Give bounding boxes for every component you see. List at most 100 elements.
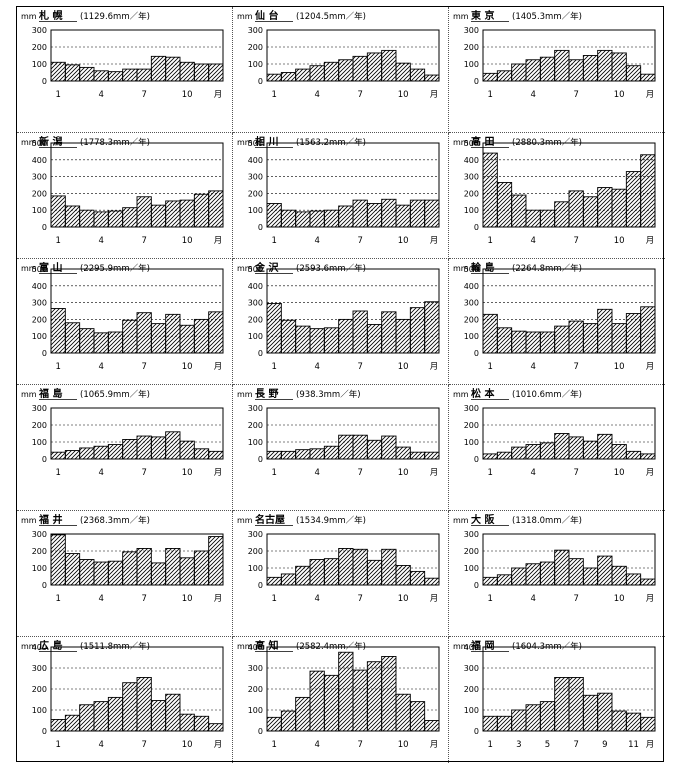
x-tick-label: 4 xyxy=(98,236,103,246)
bar-5 xyxy=(107,696,124,732)
y-tick-label: 200 xyxy=(32,189,47,198)
y-tick-label: 100 xyxy=(248,60,263,69)
y-tick-label: 300 xyxy=(32,404,47,413)
bar-9 xyxy=(597,692,613,732)
bar-6 xyxy=(338,59,354,82)
y-tick-label: 400 xyxy=(248,282,263,291)
bar-4 xyxy=(525,563,541,586)
bar-1 xyxy=(266,302,282,354)
bar-2 xyxy=(280,209,297,228)
y-tick-label: 400 xyxy=(32,643,47,652)
bar-11 xyxy=(625,450,642,460)
bar-2 xyxy=(280,710,297,732)
station-name: 金 沢 xyxy=(254,261,279,274)
unit-label: mm xyxy=(453,12,469,21)
bar-12 xyxy=(640,306,656,354)
y-tick-label: 200 xyxy=(248,189,263,198)
unit-label: mm xyxy=(453,516,469,525)
y-tick-label: 0 xyxy=(474,349,479,358)
x-tick-label: 月 xyxy=(214,236,223,246)
x-tick-label: 7 xyxy=(141,468,146,478)
station-name: 広 島 xyxy=(39,639,62,652)
bar-9 xyxy=(165,313,181,354)
station-name: 福 島 xyxy=(38,387,62,400)
station-chart-4: mm 相 川 (1563.2mm／年) 0 100 200 300 400 500 1 4 7 10 月 xyxy=(233,133,449,259)
bar-1 xyxy=(266,73,282,82)
station-chart-12: mm 福 井 (2368.3mm／年) 0 100 200 300 1 4 7 10 月 xyxy=(17,511,233,637)
bar-12 xyxy=(424,74,440,82)
y-tick-label: 100 xyxy=(464,438,479,447)
y-tick-label: 200 xyxy=(464,315,479,324)
x-tick-label: 9 xyxy=(602,740,607,750)
x-tick-label: 1 xyxy=(487,740,492,750)
y-tick-label: 100 xyxy=(248,206,263,215)
bar-10 xyxy=(611,444,627,460)
x-tick-label: 3 xyxy=(516,740,521,750)
y-tick-label: 0 xyxy=(258,349,263,358)
bar-6 xyxy=(122,319,138,354)
y-tick-label: 100 xyxy=(32,206,47,215)
bar-5 xyxy=(539,442,556,460)
station-chart-14: mm 大 阪 (1318.0mm／年) 0 100 200 300 1 4 7 10 月 xyxy=(449,511,665,637)
bar-8 xyxy=(582,567,599,586)
y-tick-label: 200 xyxy=(32,547,47,556)
climate-chart-grid: mm 札 幌 (1129.6mm／年) 0 100 200 300 1 4 7 10 月 mm 仙 台 (1… xyxy=(16,6,665,763)
bar-8 xyxy=(582,55,599,82)
bar-12 xyxy=(640,73,656,82)
bar-4 xyxy=(525,444,541,460)
y-tick-label: 200 xyxy=(32,315,47,324)
plot-frame xyxy=(50,533,224,586)
bar-4 xyxy=(93,701,109,732)
y-tick-label: 100 xyxy=(32,564,47,573)
bar-6 xyxy=(554,49,570,82)
bar-12 xyxy=(424,199,440,228)
bar-2 xyxy=(280,573,297,586)
unit-label: mm xyxy=(237,12,253,21)
x-tick-label: 1 xyxy=(55,594,60,604)
bar-2 xyxy=(496,70,513,82)
bar-7 xyxy=(136,312,152,354)
y-tick-label: 0 xyxy=(258,455,263,464)
y-tick-label: 300 xyxy=(464,299,479,308)
bar-5 xyxy=(107,331,124,354)
plot-frame xyxy=(266,646,440,732)
plot-frame xyxy=(482,533,656,586)
bar-2 xyxy=(496,327,513,354)
bar-8 xyxy=(366,559,383,586)
unit-label: mm xyxy=(21,516,37,525)
bar-10 xyxy=(611,52,627,82)
x-tick-label: 月 xyxy=(430,90,439,100)
bar-9 xyxy=(165,431,181,460)
bar-12 xyxy=(208,63,224,82)
annual-total: (1534.9mm／年) xyxy=(296,515,366,526)
x-tick-label: 7 xyxy=(141,594,146,604)
station-chart-0: mm 札 幌 (1129.6mm／年) 0 100 200 300 1 4 7 10 月 xyxy=(17,7,233,133)
y-tick-label: 400 xyxy=(32,156,47,165)
bar-6 xyxy=(338,318,354,354)
x-tick-label: 月 xyxy=(430,594,439,604)
x-tick-label: 10 xyxy=(182,740,193,750)
bar-8 xyxy=(150,562,167,586)
bar-12 xyxy=(208,536,224,586)
bar-8 xyxy=(366,203,383,228)
bar-7 xyxy=(352,669,368,732)
bar-4 xyxy=(93,445,109,460)
x-tick-label: 1 xyxy=(55,740,60,750)
bar-4 xyxy=(309,670,325,732)
x-tick-label: 月 xyxy=(430,740,439,750)
annual-total: (938.3mm／年) xyxy=(296,389,361,400)
bar-1 xyxy=(482,313,498,354)
bar-8 xyxy=(150,436,167,460)
bar-11 xyxy=(625,171,642,228)
x-tick-label: 7 xyxy=(357,594,362,604)
x-tick-label: 月 xyxy=(430,236,439,246)
bar-12 xyxy=(424,301,440,354)
bar-4 xyxy=(525,209,541,228)
unit-label: mm xyxy=(237,138,253,147)
station-name: 相 川 xyxy=(255,135,278,148)
bar-1 xyxy=(482,72,498,82)
bar-8 xyxy=(582,323,599,354)
x-tick-label: 10 xyxy=(398,90,409,100)
bar-5 xyxy=(107,71,124,82)
